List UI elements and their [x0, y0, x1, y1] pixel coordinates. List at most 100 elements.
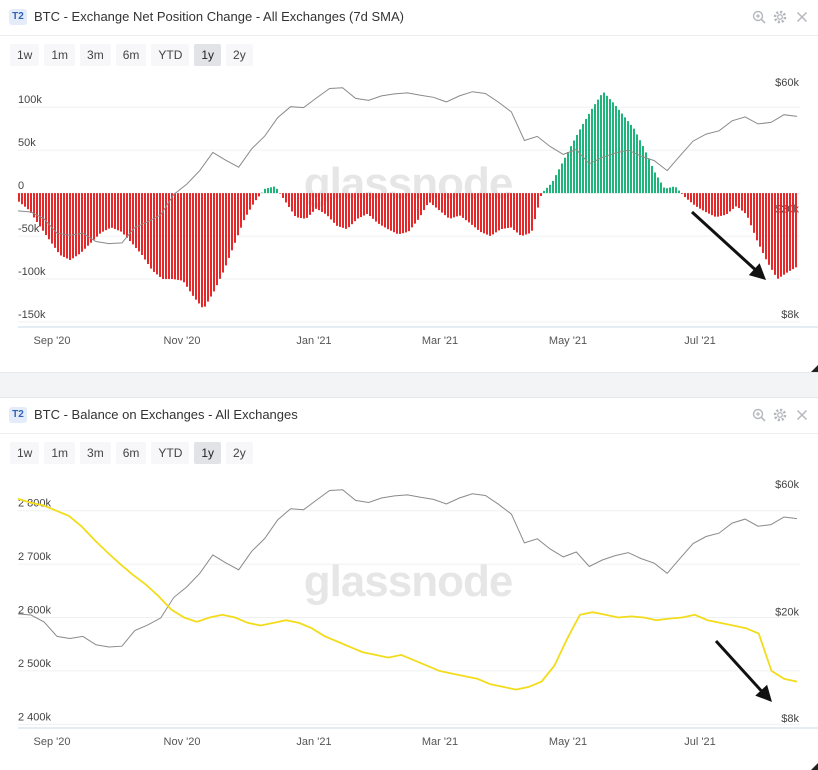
x-tick-label: Sep '20	[34, 736, 71, 748]
net-position-bar	[768, 193, 770, 265]
net-position-bar	[489, 193, 491, 236]
net-position-bar	[384, 193, 386, 228]
net-position-bar	[306, 193, 308, 218]
timeframe-ytd-button[interactable]: YTD	[151, 44, 190, 66]
y-tick-label: -50k	[18, 223, 40, 235]
net-position-bar	[237, 193, 239, 236]
net-position-bar	[414, 193, 416, 224]
net-position-bar	[360, 193, 362, 218]
net-position-bar	[147, 193, 149, 265]
net-position-bar	[630, 124, 632, 194]
timeframe-1y-button[interactable]: 1y	[194, 44, 222, 66]
net-position-bar	[396, 193, 398, 234]
net-position-bar	[498, 193, 500, 231]
panel-separator	[0, 372, 818, 398]
timeframe-1y-button[interactable]: 1y	[194, 442, 222, 464]
net-position-bar	[201, 193, 203, 308]
net-position-bar	[675, 187, 677, 194]
net-position-bar	[513, 193, 515, 230]
net-position-bar	[162, 193, 164, 280]
timeframe-1w-button[interactable]: 1w	[10, 442, 40, 464]
gear-icon[interactable]	[772, 407, 788, 423]
net-position-bar	[408, 193, 410, 232]
y-tick-label: -150k	[18, 309, 46, 321]
net-position-chart: 100k50k0-50k-100k-150k$60k$20k$8kglassno…	[17, 77, 818, 347]
net-position-bar	[429, 193, 431, 203]
zoom-icon[interactable]	[751, 9, 767, 25]
net-position-bar	[636, 134, 638, 194]
net-position-bar	[510, 193, 512, 228]
net-position-bar	[402, 193, 404, 234]
net-position-bar	[45, 193, 47, 236]
net-position-bar	[177, 193, 179, 280]
btc-price-line	[17, 87, 798, 245]
net-position-bar	[525, 193, 527, 235]
net-position-bar	[207, 193, 209, 302]
right-y-tick-label: $8k	[781, 309, 799, 321]
net-position-bar	[219, 193, 221, 279]
net-position-bar	[150, 193, 152, 269]
net-position-bar	[297, 193, 299, 218]
net-position-bar	[24, 193, 26, 207]
right-y-tick-label: $8k	[781, 713, 799, 725]
right-y-tick-label: $60k	[775, 479, 799, 491]
net-position-bar	[249, 193, 251, 210]
net-position-bar	[78, 193, 80, 255]
watermark: glassnode	[304, 557, 513, 606]
net-position-bar	[345, 193, 347, 229]
timeframe-ytd-button[interactable]: YTD	[151, 442, 190, 464]
net-position-bar	[792, 193, 794, 270]
net-position-bar	[705, 193, 707, 213]
resize-handle[interactable]	[811, 763, 818, 770]
timeframe-3m-button[interactable]: 3m	[80, 44, 111, 66]
net-position-bar	[696, 193, 698, 207]
net-position-bar	[57, 193, 59, 253]
net-position-bar	[36, 193, 38, 222]
net-position-bar	[372, 193, 374, 219]
close-icon[interactable]	[794, 9, 810, 25]
timeframe-2y-button[interactable]: 2y	[226, 442, 253, 464]
net-position-bar	[417, 193, 419, 220]
net-position-bar	[66, 193, 68, 259]
y-tick-label: 2 700k	[18, 551, 52, 563]
gear-icon[interactable]	[772, 9, 788, 25]
trend-arrow-head	[755, 684, 772, 702]
net-position-bar	[621, 113, 623, 194]
net-position-bar	[618, 109, 620, 194]
net-position-bar	[492, 193, 494, 235]
net-position-bar	[51, 193, 53, 244]
x-tick-label: Jul '21	[684, 335, 715, 347]
net-position-bar	[285, 193, 287, 203]
net-position-bar	[81, 193, 83, 252]
close-icon[interactable]	[794, 407, 810, 423]
net-position-bar	[90, 193, 92, 243]
net-position-bar	[69, 193, 71, 261]
net-position-bar	[156, 193, 158, 275]
timeframe-6m-button[interactable]: 6m	[115, 44, 147, 66]
net-position-bar	[174, 193, 176, 280]
net-position-bar	[789, 193, 791, 271]
timeframe-2y-button[interactable]: 2y	[226, 44, 253, 66]
net-position-bar	[474, 193, 476, 228]
x-tick-label: Jan '21	[296, 736, 331, 748]
net-position-bar	[447, 193, 449, 218]
net-position-bar	[750, 193, 752, 226]
net-position-bar	[294, 193, 296, 217]
net-position-bar	[582, 123, 584, 194]
exchange-balance-line	[17, 498, 798, 691]
net-position-bar	[648, 159, 650, 194]
net-position-bar	[159, 193, 161, 277]
timeframe-3m-button[interactable]: 3m	[80, 442, 111, 464]
net-position-bar	[606, 95, 608, 194]
net-position-panel: T2 BTC - Exchange Net Position Change - …	[0, 0, 818, 372]
timeframe-1w-button[interactable]: 1w	[10, 44, 40, 66]
timeframe-1m-button[interactable]: 1m	[44, 442, 76, 464]
timeframe-6m-button[interactable]: 6m	[115, 442, 147, 464]
net-position-bar	[687, 193, 689, 200]
resize-handle[interactable]	[811, 365, 818, 372]
net-position-bar	[210, 193, 212, 297]
net-position-bar	[366, 193, 368, 214]
timeframe-1m-button[interactable]: 1m	[44, 44, 76, 66]
zoom-icon[interactable]	[751, 407, 767, 423]
net-position-bar	[771, 193, 773, 270]
